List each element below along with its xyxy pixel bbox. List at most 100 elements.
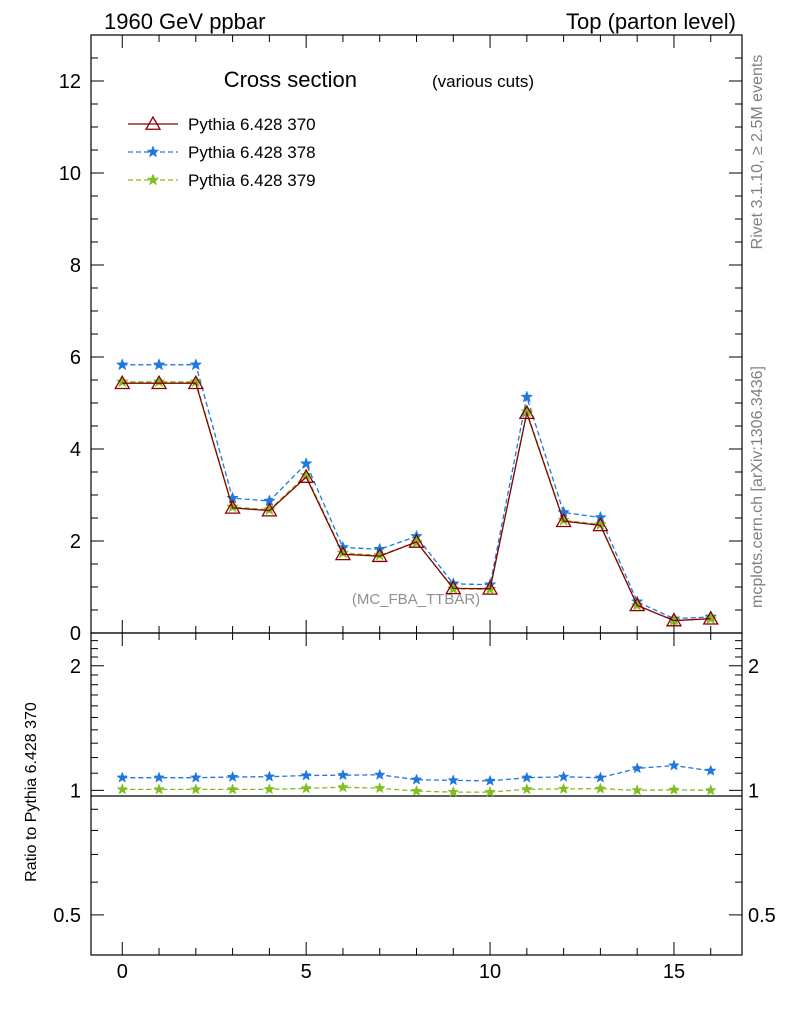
ratio-data-point xyxy=(594,782,607,794)
header-process-label: Top (parton level) xyxy=(566,9,736,34)
ratio-y-tick-label-right: 1 xyxy=(748,780,759,802)
data-point xyxy=(555,512,572,528)
ratio-data-point xyxy=(410,784,423,797)
ratio-data-point xyxy=(263,783,276,795)
legend: Pythia 6.428 370 Pythia 6.428 378 Pythia 6… xyxy=(128,115,316,190)
ratio-data-point xyxy=(631,784,644,796)
x-tick-label: 15 xyxy=(663,961,685,983)
ratio-plot-frame xyxy=(90,632,743,956)
ratio-data-point xyxy=(410,773,423,785)
ratio-data-point xyxy=(153,771,165,783)
ratio-data-point xyxy=(189,771,202,783)
legend-marker xyxy=(146,145,160,158)
ratio-y-tick-labels: 0.5 0.5 1 1 2 2 xyxy=(53,656,776,927)
main-y-tick-label: 12 xyxy=(59,71,81,93)
ratio-y-axis-label: Ratio to Pythia 6.428 370 xyxy=(23,702,40,882)
data-point xyxy=(115,375,129,388)
ratio-data-point xyxy=(520,771,533,783)
ratio-data-point xyxy=(116,771,129,783)
ratio-data-point xyxy=(226,770,239,783)
ratio-series-line xyxy=(122,764,711,782)
data-point xyxy=(665,612,683,627)
ratio-data-point xyxy=(520,783,533,795)
legend-marker xyxy=(144,115,162,130)
main-y-tick-label: 6 xyxy=(70,347,81,369)
data-point xyxy=(187,374,204,390)
header-energy-label: 1960 GeV ppbar xyxy=(104,9,265,34)
analysis-label: (MC_FBA_TTBAR) xyxy=(352,591,480,608)
legend-entry-label: Pythia 6.428 378 xyxy=(188,143,316,162)
data-point xyxy=(150,374,168,390)
data-point xyxy=(481,580,499,595)
data-point xyxy=(261,502,278,517)
ratio-y-tick-label-right: 0.5 xyxy=(748,905,776,927)
main-y-tick-label: 4 xyxy=(70,439,81,461)
ratio-data-point xyxy=(594,771,607,783)
ratio-data-point xyxy=(189,783,202,795)
ratio-data-point xyxy=(300,769,313,781)
ratio-data-point xyxy=(447,785,460,798)
ratio-data-point xyxy=(263,770,276,782)
main-y-tick-label: 0 xyxy=(70,623,81,645)
ratio-y-tick-label: 1 xyxy=(70,780,81,802)
ratio-axis-ticks xyxy=(91,632,742,956)
data-point xyxy=(334,546,352,561)
ratio-y-tick-label: 0.5 xyxy=(53,905,81,927)
series-line xyxy=(122,382,711,622)
data-point xyxy=(592,517,609,532)
data-point xyxy=(299,456,313,470)
ratio-data-point xyxy=(373,781,386,794)
ratio-data-point xyxy=(557,782,570,794)
data-point xyxy=(152,358,166,371)
main-y-tick-labels: 0 2 4 6 8 10 12 xyxy=(59,71,81,645)
x-tick-labels: 0 5 10 15 xyxy=(117,961,685,983)
legend-marker xyxy=(146,173,160,186)
data-point xyxy=(298,468,315,483)
ratio-data-point xyxy=(557,770,570,782)
ratio-data-point xyxy=(153,783,166,795)
ratio-y-tick-label-right: 2 xyxy=(748,656,759,678)
data-point xyxy=(704,611,718,625)
main-axis-ticks xyxy=(91,34,742,634)
series-line xyxy=(122,364,711,620)
mcplots-reference-label: mcplots.cern.ch [arXiv:1306.3436] xyxy=(749,366,766,608)
main-plot-panel: 0 2 4 6 8 10 12 Cross section (various cuts) (… xyxy=(59,34,743,645)
ratio-data-point xyxy=(447,774,460,786)
ratio-data-point xyxy=(300,782,313,794)
data-point xyxy=(702,610,719,625)
ratio-data-point xyxy=(226,783,239,795)
data-point xyxy=(594,517,607,530)
ratio-data-point xyxy=(484,785,496,798)
ratio-data-point xyxy=(668,783,680,795)
ratio-series-group xyxy=(116,759,717,798)
chart-title: Cross section xyxy=(224,67,357,92)
data-point xyxy=(520,390,534,403)
ratio-data-point xyxy=(116,783,129,795)
x-tick-label: 10 xyxy=(479,961,501,983)
legend-entry-label: Pythia 6.428 379 xyxy=(188,171,316,190)
data-point xyxy=(629,597,646,612)
data-point xyxy=(371,547,388,563)
x-tick-label: 5 xyxy=(301,961,312,983)
ratio-data-point xyxy=(337,781,349,793)
ratio-data-point xyxy=(373,768,386,780)
ratio-data-point xyxy=(631,762,644,774)
data-point xyxy=(445,580,462,595)
chart-subtitle: (various cuts) xyxy=(432,72,534,91)
ratio-data-point xyxy=(704,764,717,776)
data-point xyxy=(408,533,425,548)
data-point xyxy=(518,404,535,420)
main-y-tick-label: 8 xyxy=(70,255,81,277)
ratio-series-line xyxy=(122,786,711,793)
main-y-tick-label: 2 xyxy=(70,531,81,553)
data-point xyxy=(114,374,131,390)
data-point xyxy=(115,358,129,371)
legend-entry-label: Pythia 6.428 370 xyxy=(188,115,316,134)
main-series-group xyxy=(114,358,719,627)
data-point xyxy=(336,546,350,559)
ratio-data-point xyxy=(484,774,496,786)
data-point xyxy=(189,358,203,371)
data-point xyxy=(152,375,166,388)
ratio-y-tick-label: 2 xyxy=(70,656,81,678)
